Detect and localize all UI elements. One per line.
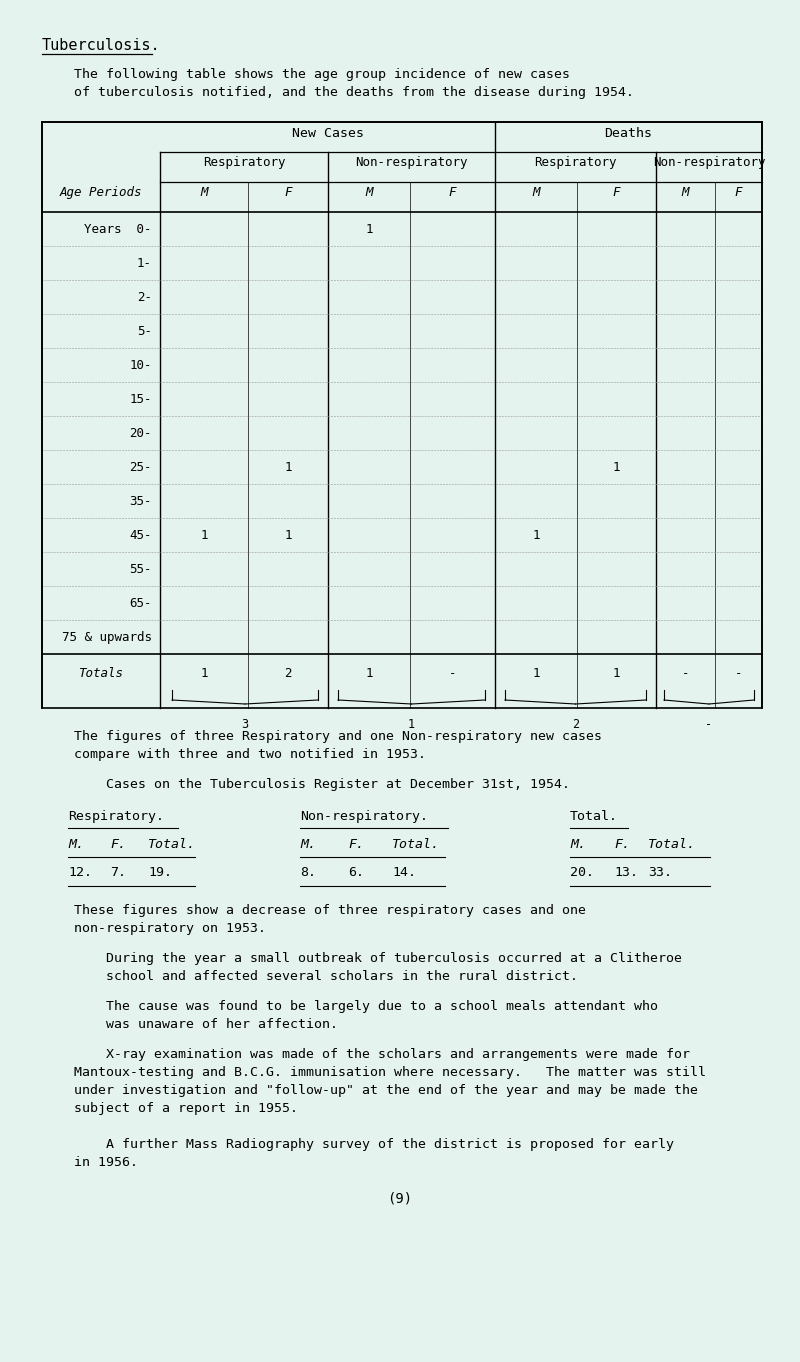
Text: M: M	[532, 187, 540, 199]
Bar	[42, 123, 762, 708]
Text: 14.: 14.	[392, 866, 416, 878]
Text: Mantoux-testing and B.C.G. immunisation where necessary.   The matter was still: Mantoux-testing and B.C.G. immunisation …	[42, 1066, 706, 1079]
Text: 10-: 10-	[130, 360, 152, 372]
Text: 20.: 20.	[570, 866, 594, 878]
Text: M.: M.	[570, 838, 586, 851]
Text: The figures of three Respiratory and one Non-respiratory new cases: The figures of three Respiratory and one…	[42, 730, 602, 744]
Text: 13.: 13.	[614, 866, 638, 878]
Text: non-respiratory on 1953.: non-respiratory on 1953.	[42, 922, 266, 934]
Text: Tuberculosis.: Tuberculosis.	[42, 38, 161, 53]
Text: X-ray examination was made of the scholars and arrangements were made for: X-ray examination was made of the schola…	[42, 1047, 690, 1061]
Text: Respiratory: Respiratory	[202, 157, 286, 169]
Text: in 1956.: in 1956.	[42, 1156, 138, 1169]
Text: of tuberculosis notified, and the deaths from the disease during 1954.: of tuberculosis notified, and the deaths…	[42, 86, 634, 99]
Text: Total.: Total.	[148, 838, 196, 851]
Text: under investigation and "follow-up" at the end of the year and may be made the: under investigation and "follow-up" at t…	[42, 1084, 698, 1096]
Text: M.: M.	[300, 838, 316, 851]
Text: M: M	[366, 187, 373, 199]
Text: During the year a small outbreak of tuberculosis occurred at a Clitheroe: During the year a small outbreak of tube…	[42, 952, 682, 966]
Text: -: -	[682, 667, 690, 680]
Text: compare with three and two notified in 1953.: compare with three and two notified in 1…	[42, 748, 426, 761]
Text: -: -	[449, 667, 456, 680]
Text: 19.: 19.	[148, 866, 172, 878]
Text: 35-: 35-	[130, 494, 152, 508]
Text: 75 & upwards: 75 & upwards	[62, 631, 152, 644]
Text: 1: 1	[366, 223, 373, 236]
Text: Non-respiratory.: Non-respiratory.	[300, 810, 428, 823]
Text: 8.: 8.	[300, 866, 316, 878]
Text: 3: 3	[242, 718, 249, 731]
Text: Age Periods: Age Periods	[60, 187, 142, 199]
Text: New Cases: New Cases	[291, 127, 363, 140]
Text: M.: M.	[68, 838, 84, 851]
Text: F.: F.	[110, 838, 126, 851]
Text: 45-: 45-	[130, 528, 152, 542]
Text: Non-respiratory: Non-respiratory	[653, 157, 766, 169]
Text: Totals: Totals	[78, 667, 123, 680]
Text: F.: F.	[614, 838, 630, 851]
Text: 65-: 65-	[130, 597, 152, 610]
Text: M: M	[200, 187, 208, 199]
Text: Total.: Total.	[648, 838, 696, 851]
Text: F.: F.	[348, 838, 364, 851]
Text: 5-: 5-	[137, 326, 152, 338]
Text: The following table shows the age group incidence of new cases: The following table shows the age group …	[42, 68, 570, 80]
Text: 1: 1	[613, 667, 620, 680]
Text: 1: 1	[366, 667, 373, 680]
Text: 1: 1	[532, 528, 540, 542]
Text: F: F	[449, 187, 456, 199]
Text: Deaths: Deaths	[605, 127, 653, 140]
Text: 20-: 20-	[130, 428, 152, 440]
Text: 2: 2	[284, 667, 292, 680]
Text: 2: 2	[572, 718, 579, 731]
Text: 55-: 55-	[130, 563, 152, 576]
Text: 1: 1	[200, 528, 208, 542]
Text: 1: 1	[532, 667, 540, 680]
Text: 12.: 12.	[68, 866, 92, 878]
Text: 1: 1	[200, 667, 208, 680]
Text: 1: 1	[284, 528, 292, 542]
Text: M: M	[682, 187, 690, 199]
Text: 6.: 6.	[348, 866, 364, 878]
Text: was unaware of her affection.: was unaware of her affection.	[42, 1017, 338, 1031]
Text: F: F	[613, 187, 620, 199]
Text: (9): (9)	[387, 1192, 413, 1205]
Text: Total.: Total.	[570, 810, 618, 823]
Text: 33.: 33.	[648, 866, 672, 878]
Text: Years  0-: Years 0-	[85, 223, 152, 236]
Text: Non-respiratory: Non-respiratory	[355, 157, 468, 169]
Text: F: F	[284, 187, 292, 199]
Text: 15-: 15-	[130, 394, 152, 406]
Text: 25-: 25-	[130, 460, 152, 474]
Text: -: -	[734, 667, 742, 680]
Text: 1: 1	[613, 460, 620, 474]
Text: Respiratory.: Respiratory.	[68, 810, 164, 823]
Text: F: F	[734, 187, 742, 199]
Text: Cases on the Tuberculosis Register at December 31st, 1954.: Cases on the Tuberculosis Register at De…	[42, 778, 570, 791]
Text: 1-: 1-	[137, 257, 152, 270]
Text: 1: 1	[408, 718, 415, 731]
Text: school and affected several scholars in the rural district.: school and affected several scholars in …	[42, 970, 578, 983]
Text: subject of a report in 1955.: subject of a report in 1955.	[42, 1102, 298, 1115]
Text: A further Mass Radiography survey of the district is proposed for early: A further Mass Radiography survey of the…	[42, 1139, 674, 1151]
Text: 2-: 2-	[137, 291, 152, 304]
Text: Respiratory: Respiratory	[534, 157, 617, 169]
Text: Total.: Total.	[392, 838, 440, 851]
Text: The cause was found to be largely due to a school meals attendant who: The cause was found to be largely due to…	[42, 1000, 658, 1013]
Text: 1: 1	[284, 460, 292, 474]
Text: -: -	[706, 718, 713, 731]
Text: These figures show a decrease of three respiratory cases and one: These figures show a decrease of three r…	[42, 904, 586, 917]
Text: 7.: 7.	[110, 866, 126, 878]
